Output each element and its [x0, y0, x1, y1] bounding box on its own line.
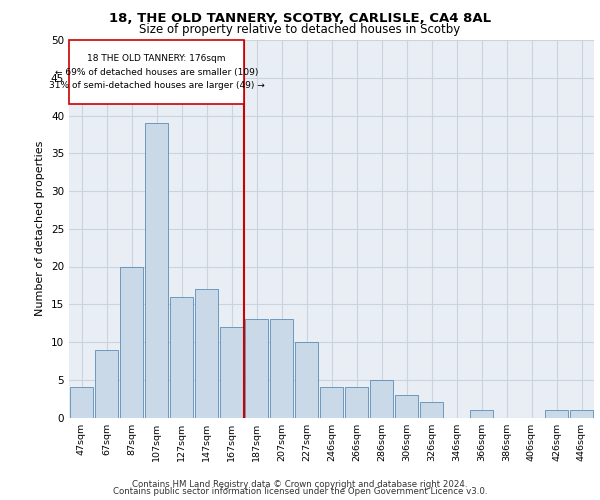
Bar — [245, 320, 268, 418]
Text: 18, THE OLD TANNERY, SCOTBY, CARLISLE, CA4 8AL: 18, THE OLD TANNERY, SCOTBY, CARLISLE, C… — [109, 12, 491, 26]
Text: Size of property relative to detached houses in Scotby: Size of property relative to detached ho… — [139, 22, 461, 36]
Bar — [320, 388, 343, 418]
Bar — [345, 388, 368, 418]
Bar — [470, 410, 493, 418]
Bar — [570, 410, 593, 418]
Bar — [545, 410, 568, 418]
Bar — [420, 402, 443, 417]
Text: Contains public sector information licensed under the Open Government Licence v3: Contains public sector information licen… — [113, 487, 487, 496]
Bar — [395, 395, 418, 417]
Text: Contains HM Land Registry data © Crown copyright and database right 2024.: Contains HM Land Registry data © Crown c… — [132, 480, 468, 489]
Y-axis label: Number of detached properties: Number of detached properties — [35, 141, 46, 316]
Bar — [195, 289, 218, 418]
Bar — [370, 380, 393, 418]
Bar — [145, 123, 168, 418]
Bar — [120, 266, 143, 418]
Bar — [270, 320, 293, 418]
Bar — [295, 342, 318, 417]
Bar — [70, 388, 93, 418]
Text: 18 THE OLD TANNERY: 176sqm
← 69% of detached houses are smaller (109)
31% of sem: 18 THE OLD TANNERY: 176sqm ← 69% of deta… — [49, 54, 265, 90]
Bar — [170, 296, 193, 418]
Bar — [95, 350, 118, 418]
Bar — [69, 40, 244, 104]
Bar — [220, 327, 243, 418]
